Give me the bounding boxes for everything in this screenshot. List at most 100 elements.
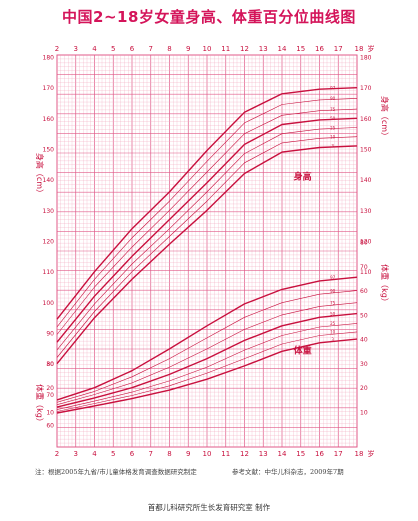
x-tick-label-bottom: 18	[355, 450, 364, 458]
weight-curve-p25	[56, 323, 358, 410]
x-tick-label-bottom: 13	[259, 450, 268, 458]
y-left-label-weight: 体重（kg）	[35, 384, 45, 426]
y-left-tick-label: 120	[43, 239, 55, 246]
y-left-weight-tick-label: 30	[46, 361, 54, 368]
y-right-tick-label: 120	[360, 239, 372, 246]
weight-percentile-label: 90	[330, 288, 336, 293]
height-percentile-label: 97	[330, 85, 336, 90]
weight-group-label: 体重	[294, 345, 312, 357]
height-group-label: 身高	[294, 171, 312, 183]
x-tick-label-bottom: 9	[186, 450, 190, 458]
x-tick-label-bottom: 3	[74, 450, 78, 458]
height-curve-p90	[56, 98, 358, 328]
height-curve-p10	[56, 136, 358, 358]
y-left-tick-label: 170	[43, 85, 55, 92]
weight-percentile-label: 25	[330, 321, 336, 326]
x-tick-label-top: 12	[240, 45, 249, 53]
y-left-weight-tick-label: 20	[46, 385, 54, 392]
x-tick-label-bottom: 7	[149, 450, 153, 458]
y-left-tick-label: 140	[43, 177, 55, 184]
y-right-tick-label: 140	[360, 177, 372, 184]
y-right-tick-label: 160	[360, 116, 372, 123]
x-tick-label-top: 17	[334, 45, 343, 53]
x-tick-label-top: 15	[296, 45, 305, 53]
y-right-weight-tick-label: 60	[360, 288, 368, 295]
x-tick-label-bottom: 15	[296, 450, 305, 458]
y-left-label-height: 身高（cm）	[35, 153, 45, 197]
x-tick-label-bottom: 17	[334, 450, 343, 458]
x-tick-label-top: 14	[278, 45, 287, 53]
weight-curve-p10	[56, 331, 358, 412]
x-axis-unit-top: 岁	[368, 44, 375, 53]
y-right-tick-label: 170	[360, 85, 372, 92]
weight-curve-p3	[56, 338, 358, 414]
y-left-tick-label: 100	[43, 300, 55, 307]
height-percentile-label: 3	[331, 144, 334, 149]
y-left-weight-tick-label: 10	[46, 410, 54, 417]
credit-line: 首都儿科研究所生长发育研究室 制作	[147, 503, 271, 512]
footnote-source: 注：根据2005年九省/市儿童体格发育调查数据研究制定	[35, 468, 197, 476]
y-right-weight-tick-label: 20	[360, 385, 368, 392]
y-left-tick-label: 110	[43, 269, 55, 276]
y-right-weight-tick-label: 30	[360, 361, 368, 368]
x-tick-label-bottom: 16	[315, 450, 324, 458]
x-tick-label-bottom: 5	[111, 450, 115, 458]
x-tick-label-top: 10	[203, 45, 212, 53]
height-curve-p50	[56, 117, 358, 343]
height-percentile-label: 10	[330, 135, 336, 140]
x-tick-label-top: 4	[92, 45, 97, 53]
y-right-weight-tick-label: 70	[360, 264, 368, 271]
y-right-tick-label: 180	[360, 55, 372, 62]
y-right-weight-tick-label: 80	[360, 240, 368, 247]
x-tick-label-bottom: 2	[55, 450, 59, 458]
height-percentile-label: 50	[330, 116, 336, 121]
x-tick-label-top: 11	[221, 45, 230, 53]
x-tick-label-bottom: 10	[203, 450, 212, 458]
height-curve-p97	[56, 87, 358, 320]
x-tick-label-top: 18	[355, 45, 364, 53]
height-curve-p25	[56, 127, 358, 351]
footnote-reference: 参考文献：中华儿科杂志，2009年7期	[232, 468, 344, 476]
height-curve-p75	[56, 108, 358, 335]
weight-curve-p50	[56, 312, 358, 408]
weight-percentile-label: 97	[330, 275, 336, 280]
x-tick-label-top: 5	[111, 45, 115, 53]
chart-title: 中国2~18岁女童身高、体重百分位曲线图	[62, 8, 356, 26]
y-left-tick-label: 80	[46, 361, 54, 368]
weight-percentile-label: 10	[330, 330, 336, 335]
height-percentile-label: 25	[330, 125, 336, 130]
x-tick-label-bottom: 6	[130, 450, 135, 458]
x-tick-label-top: 3	[74, 45, 78, 53]
x-tick-label-top: 13	[259, 45, 268, 53]
y-right-label-height: 身高（cm）	[380, 96, 390, 140]
y-left-tick-label: 60	[46, 423, 54, 430]
y-right-weight-tick-label: 40	[360, 337, 368, 344]
x-tick-label-top: 8	[167, 45, 171, 53]
weight-percentile-label: 3	[331, 337, 334, 342]
height-curve-p3	[56, 145, 358, 365]
x-tick-label-top: 9	[186, 45, 190, 53]
y-left-tick-label: 70	[46, 392, 54, 399]
x-tick-label-bottom: 12	[240, 450, 249, 458]
x-tick-label-bottom: 14	[278, 450, 287, 458]
weight-percentile-label: 75	[330, 301, 336, 306]
y-right-tick-label: 110	[360, 269, 372, 276]
x-tick-label-bottom: 11	[221, 450, 230, 458]
weight-curve-p90	[56, 290, 358, 403]
y-right-weight-tick-label: 50	[360, 312, 368, 319]
y-right-tick-label: 130	[360, 208, 372, 215]
x-tick-label-bottom: 4	[92, 450, 97, 458]
x-tick-label-top: 6	[130, 45, 135, 53]
y-right-weight-tick-label: 10	[360, 410, 368, 417]
x-tick-label-bottom: 8	[167, 450, 171, 458]
y-right-label-weight: 体重（kg）	[380, 264, 390, 306]
y-right-tick-label: 150	[360, 147, 372, 154]
weight-curve-p97	[56, 276, 358, 401]
x-tick-label-top: 2	[55, 45, 59, 53]
height-percentile-label: 90	[330, 96, 336, 101]
y-left-tick-label: 160	[43, 116, 55, 123]
x-tick-label-top: 16	[315, 45, 324, 53]
y-left-tick-label: 150	[43, 147, 55, 154]
weight-curve-p75	[56, 302, 358, 405]
